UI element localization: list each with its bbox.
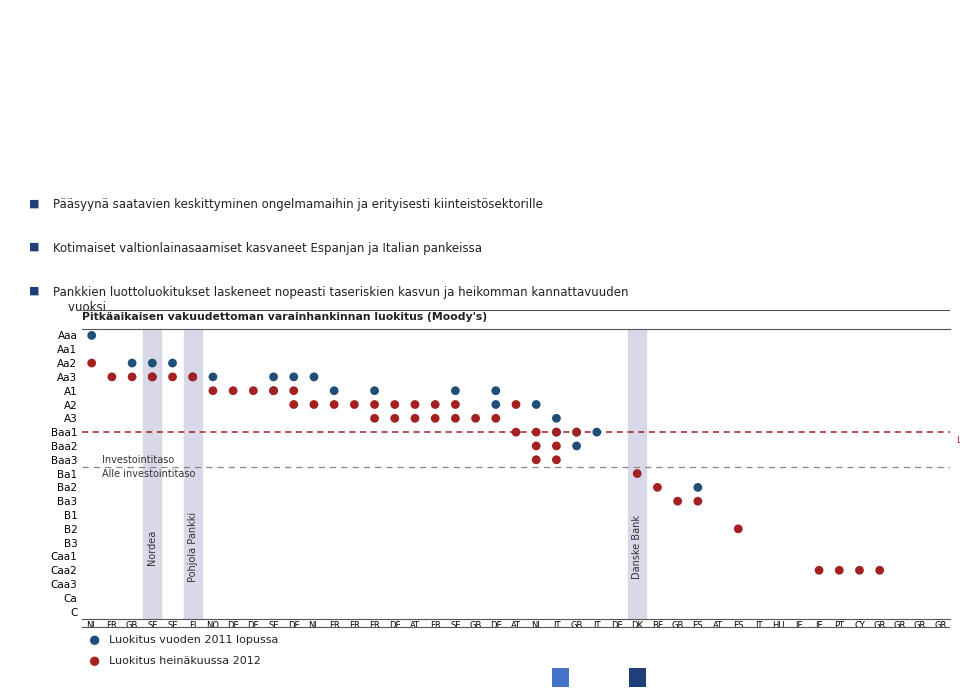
- Text: ■: ■: [29, 198, 39, 208]
- Text: keskimäärin heikentynyt: keskimäärin heikentynyt: [38, 119, 445, 147]
- Text: 12.9.2012: 12.9.2012: [574, 672, 623, 682]
- Point: [670, 496, 685, 507]
- Bar: [183, 329, 202, 619]
- Point: [185, 371, 201, 382]
- Point: [205, 385, 221, 396]
- Point: [468, 412, 483, 424]
- Point: [286, 399, 301, 410]
- Point: [87, 656, 103, 667]
- Point: [125, 357, 140, 368]
- Point: [286, 385, 301, 396]
- Text: ■: ■: [29, 242, 39, 252]
- Point: [226, 385, 241, 396]
- Bar: [628, 329, 646, 619]
- Text: Luokitus vuoden 2011 lopussa: Luokitus vuoden 2011 lopussa: [109, 635, 278, 645]
- Point: [165, 371, 180, 382]
- Point: [549, 426, 564, 438]
- Point: [447, 399, 463, 410]
- Point: [87, 635, 103, 646]
- Point: [529, 440, 544, 452]
- Text: Pääsyynä saatavien keskittyminen ongelmamaihin ja erityisesti kiinteistösektoril: Pääsyynä saatavien keskittyminen ongelma…: [53, 198, 542, 211]
- Point: [569, 426, 585, 438]
- Point: [306, 371, 322, 382]
- Point: [145, 357, 160, 368]
- Point: [509, 426, 524, 438]
- Point: [145, 371, 160, 382]
- Point: [529, 426, 544, 438]
- Bar: [629, 668, 646, 687]
- Text: Finanssivalvonta: Finanssivalvonta: [651, 672, 732, 682]
- Point: [549, 426, 564, 438]
- Text: Pankkien luottoluokitukset laskeneet nopeasti taseriskien kasvun ja heikomman ka: Pankkien luottoluokitukset laskeneet nop…: [53, 286, 628, 314]
- Text: Luokitus heinäkuussa 2012: Luokitus heinäkuussa 2012: [109, 656, 261, 666]
- Text: Alle investointitaso: Alle investointitaso: [102, 468, 195, 479]
- Point: [387, 412, 402, 424]
- Point: [831, 565, 847, 576]
- Point: [84, 330, 100, 341]
- Point: [488, 412, 503, 424]
- Point: [246, 385, 261, 396]
- Point: [447, 412, 463, 424]
- Point: [205, 371, 221, 382]
- Point: [690, 482, 706, 493]
- Point: [589, 426, 605, 438]
- Point: [367, 385, 382, 396]
- Point: [811, 565, 827, 576]
- Point: [105, 371, 120, 382]
- Point: [852, 565, 867, 576]
- Text: 3: 3: [937, 671, 946, 684]
- Point: [488, 385, 503, 396]
- Point: [125, 371, 140, 382]
- Point: [529, 399, 544, 410]
- Point: [488, 399, 503, 410]
- Point: [427, 399, 443, 410]
- Point: [872, 565, 887, 576]
- Point: [549, 454, 564, 466]
- Point: [266, 385, 281, 396]
- Point: [165, 357, 180, 368]
- Point: [427, 412, 443, 424]
- Point: [549, 412, 564, 424]
- Point: [326, 385, 342, 396]
- Point: [690, 496, 706, 507]
- Point: [367, 412, 382, 424]
- Text: Nordea: Nordea: [147, 530, 157, 565]
- Text: Pohjola Pankki: Pohjola Pankki: [188, 512, 198, 582]
- Bar: [143, 329, 161, 619]
- Text: Investointitaso: Investointitaso: [102, 455, 174, 465]
- Point: [650, 482, 665, 493]
- Point: [569, 426, 585, 438]
- Bar: [552, 668, 569, 687]
- Point: [326, 399, 342, 410]
- Point: [367, 399, 382, 410]
- Text: Danske Bank: Danske Bank: [633, 515, 642, 579]
- Point: [84, 357, 100, 368]
- Text: ■: ■: [29, 286, 39, 296]
- Point: [266, 385, 281, 396]
- Point: [306, 399, 322, 410]
- Text: Kotimaiset valtionlainasaamiset kasvaneet Espanjan ja Italian pankeissa: Kotimaiset valtionlainasaamiset kasvanee…: [53, 242, 482, 255]
- Point: [549, 440, 564, 452]
- Point: [407, 399, 422, 410]
- Point: [447, 385, 463, 396]
- Text: Luokitusten keskiarvo heinäkuussa 2012: Luokitusten keskiarvo heinäkuussa 2012: [957, 436, 960, 445]
- Point: [266, 371, 281, 382]
- Point: [185, 371, 201, 382]
- Text: Finanssivalvonta | Finansinspektionen | Financial Supervisory Authority: Finanssivalvonta | Finansinspektionen | …: [12, 672, 410, 683]
- Point: [407, 412, 422, 424]
- Point: [387, 399, 402, 410]
- Text: 🦁: 🦁: [882, 69, 913, 117]
- Text: Pitkäaikaisen vakuudettoman varainhankinnan luokitus (Moody's): Pitkäaikaisen vakuudettoman varainhankin…: [82, 312, 487, 322]
- Point: [145, 371, 160, 382]
- Point: [529, 454, 544, 466]
- Point: [509, 399, 524, 410]
- Point: [630, 468, 645, 480]
- Point: [286, 371, 301, 382]
- Point: [731, 524, 746, 535]
- Point: [347, 399, 362, 410]
- Text: EU:n pankkisektorin luottokannan laatu: EU:n pankkisektorin luottokannan laatu: [38, 52, 694, 80]
- Point: [569, 440, 585, 452]
